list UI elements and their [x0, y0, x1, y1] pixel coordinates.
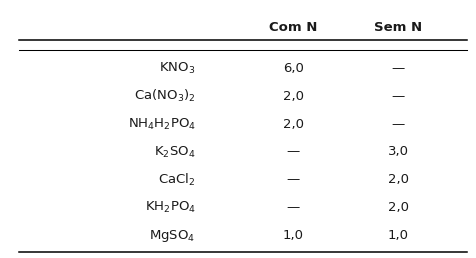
Text: 1,0: 1,0 [282, 229, 303, 242]
Text: —: — [391, 62, 404, 75]
Text: —: — [391, 90, 404, 103]
Text: —: — [286, 146, 299, 158]
Text: 1,0: 1,0 [387, 229, 408, 242]
Text: 3,0: 3,0 [387, 146, 408, 158]
Text: KNO$_3$: KNO$_3$ [159, 61, 195, 76]
Text: CaCl$_2$: CaCl$_2$ [158, 172, 195, 188]
Text: MgSO$_4$: MgSO$_4$ [149, 228, 195, 244]
Text: Sem N: Sem N [374, 21, 421, 34]
Text: 6,0: 6,0 [282, 62, 303, 75]
Text: —: — [286, 173, 299, 186]
Text: 2,0: 2,0 [282, 90, 303, 103]
Text: —: — [286, 201, 299, 214]
Text: —: — [391, 118, 404, 131]
Text: 2,0: 2,0 [387, 201, 408, 214]
Text: Com N: Com N [268, 21, 317, 34]
Text: NH$_4$H$_2$PO$_4$: NH$_4$H$_2$PO$_4$ [128, 117, 195, 132]
Text: K$_2$SO$_4$: K$_2$SO$_4$ [154, 144, 195, 159]
Text: 2,0: 2,0 [387, 173, 408, 186]
Text: KH$_2$PO$_4$: KH$_2$PO$_4$ [144, 200, 195, 215]
Text: Ca(NO$_3$)$_2$: Ca(NO$_3$)$_2$ [134, 88, 195, 104]
Text: 2,0: 2,0 [282, 118, 303, 131]
